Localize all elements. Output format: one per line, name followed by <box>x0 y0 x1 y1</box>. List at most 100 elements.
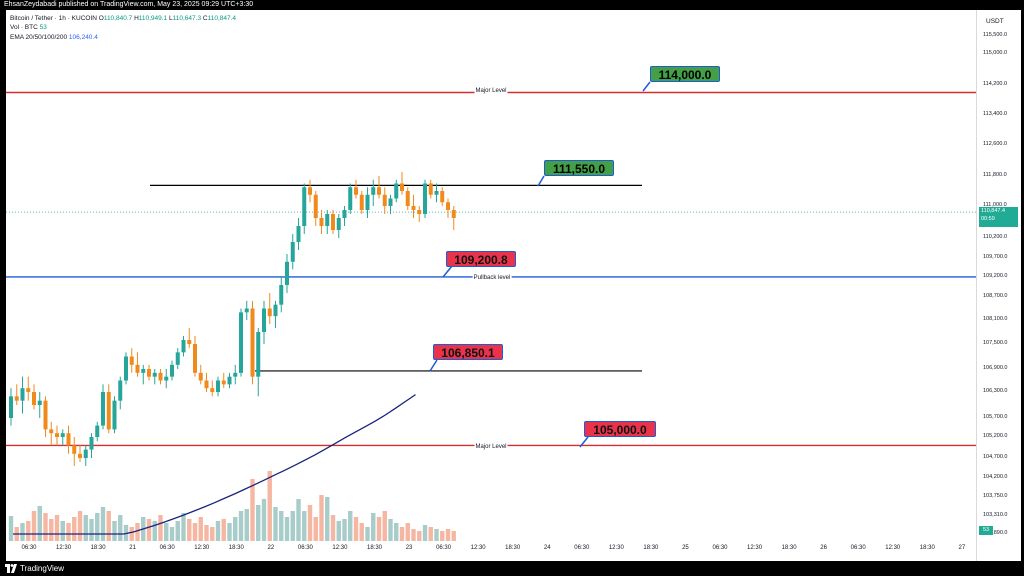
legend-volume-label[interactable]: Vol · BTC <box>10 24 38 32</box>
volume-bar <box>302 511 307 541</box>
volume-bar <box>20 523 25 541</box>
time-tick-label: 18:30 <box>366 545 383 551</box>
callout-109200[interactable]: 109,200.8 <box>446 251 516 267</box>
candle-body <box>152 372 157 377</box>
callout-114000[interactable]: 114,000.0 <box>650 66 720 82</box>
volume-bar <box>307 505 313 541</box>
footer-bar: TradingView <box>0 561 1024 576</box>
volume-bar <box>83 515 88 541</box>
legend-c-label: C <box>202 15 208 22</box>
volume-badge: 53 <box>979 526 993 535</box>
time-tick-label: 27 <box>958 545 966 551</box>
volume-bar <box>353 517 359 541</box>
time-tick-label: 18:30 <box>505 545 521 551</box>
volume-bar <box>54 515 60 541</box>
legend-symbol[interactable]: Bitcoin / Tether · 1h · KUCOIN <box>10 15 97 22</box>
chart-frame[interactable] <box>6 10 1020 561</box>
volume-bar <box>319 495 324 541</box>
candle-body <box>244 308 249 313</box>
time-tick-label: 12:30 <box>747 545 763 551</box>
candle-body <box>101 392 105 426</box>
volume-bar <box>77 511 83 541</box>
volume-bar <box>238 511 244 541</box>
volume-bar <box>371 513 376 541</box>
time-tick-label: 12:30 <box>194 545 210 551</box>
current-price-badge: 110,847.4 00:59 <box>979 207 1018 227</box>
candle-body <box>262 308 266 332</box>
volume-bar <box>284 517 290 541</box>
candle-body <box>216 380 220 392</box>
candle-body <box>221 380 226 385</box>
candle-body <box>313 194 318 218</box>
volume-bar <box>233 517 238 541</box>
candle-body <box>428 183 433 195</box>
candle-body <box>388 198 393 206</box>
time-tick-label: 26 <box>820 545 827 551</box>
price-tick-label: 113,400.0 <box>983 111 1008 117</box>
candle-body <box>400 183 404 191</box>
candle-body <box>20 388 25 401</box>
ema-line <box>13 394 416 535</box>
legend-volume-value: 53 <box>39 24 47 32</box>
time-tick-label: 12:30 <box>332 545 348 551</box>
volume-bar <box>376 517 382 541</box>
volume-bar <box>399 527 405 541</box>
candle-body <box>60 433 65 437</box>
volume-bar <box>164 523 169 541</box>
price-tick-label: 111,800.0 <box>983 172 1007 178</box>
volume-bar <box>451 531 456 541</box>
candle-body <box>296 226 301 242</box>
time-tick-label: 23 <box>405 545 413 551</box>
price-tick-label: 115,500.0 <box>983 32 1008 38</box>
candle-body <box>434 191 439 195</box>
time-tick-label: 21 <box>129 545 136 551</box>
candle-body <box>354 187 358 195</box>
time-tick-label: 06:30 <box>712 545 728 551</box>
publisher-bar: EhsanZeydabadi published on TradingView.… <box>0 0 1024 10</box>
price-tick-label: 105,200.0 <box>983 433 1008 439</box>
candle-body <box>210 388 215 392</box>
currency-label[interactable]: USDT <box>986 18 1004 25</box>
volume-bar <box>89 519 94 541</box>
volume-bar <box>43 513 48 541</box>
volume-bar <box>112 521 117 541</box>
candle-body <box>26 388 31 392</box>
candle-body <box>95 425 100 437</box>
callout-105000[interactable]: 105,000.0 <box>584 421 656 437</box>
volume-bar <box>428 527 433 541</box>
callout-111550[interactable]: 111,550.0 <box>544 160 614 176</box>
volume-bar <box>198 517 203 541</box>
time-tick-label: 06:30 <box>21 545 37 551</box>
volume-bar <box>181 513 186 541</box>
volume-bar <box>342 519 347 541</box>
price-tick-label: 109,200.0 <box>983 273 1008 279</box>
price-tick-label: 104,700.0 <box>983 454 1008 460</box>
bar-countdown: 00:59 <box>981 216 995 222</box>
price-axis[interactable] <box>976 10 1021 561</box>
volume-bar <box>175 521 180 541</box>
legend-ema-label[interactable]: EMA 20/50/100/200 <box>10 33 68 41</box>
candle-body <box>227 376 232 385</box>
time-tick-label: 24 <box>543 545 551 551</box>
volume-bar <box>394 523 399 541</box>
candle-body <box>124 356 128 381</box>
candle-body <box>365 194 370 210</box>
volume-bar <box>95 513 100 541</box>
price-tick-label: 102,890.0 <box>983 530 1008 536</box>
volume-bar <box>359 523 364 541</box>
price-tick-label: 103,310.0 <box>983 512 1008 518</box>
chart-legend: Bitcoin / Tether · 1h · KUCOIN O110,840.… <box>10 14 236 42</box>
candle-body <box>342 210 347 218</box>
callout-106850[interactable]: 106,850.1 <box>433 344 503 360</box>
volume-bar <box>204 525 209 541</box>
candle-body <box>336 218 341 230</box>
candle-body <box>49 429 54 434</box>
candle-body <box>170 364 174 377</box>
candle-body <box>83 449 88 458</box>
volume-bar <box>279 511 284 541</box>
candle-body <box>233 372 238 377</box>
callout-pointer <box>442 265 453 278</box>
volume-bar <box>422 525 428 541</box>
candle-body <box>37 400 42 405</box>
